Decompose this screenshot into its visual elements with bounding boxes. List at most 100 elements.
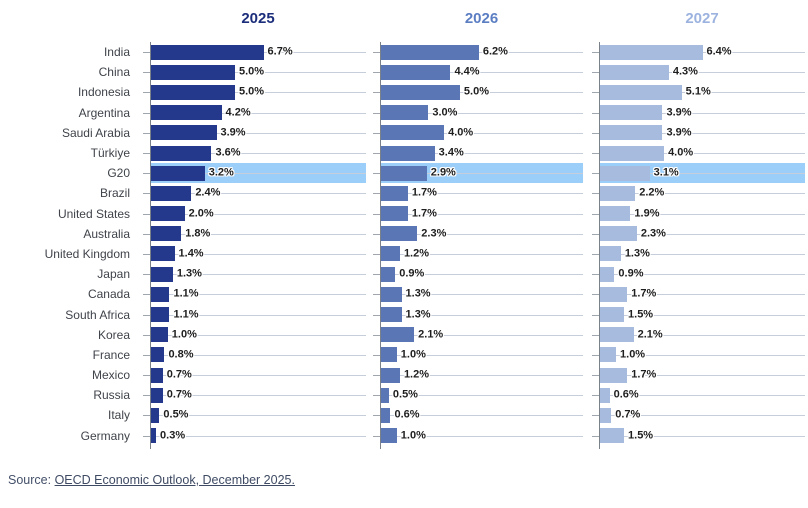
bar-row-india: 6.4%	[592, 42, 805, 62]
bar-2025-g20	[151, 165, 205, 181]
country-label-g20: G20	[107, 166, 130, 181]
bar-row-g20: 2.9%	[373, 163, 583, 184]
gridline	[381, 92, 583, 94]
country-label-mexico: Mexico	[91, 368, 130, 383]
bar-2025-argentina	[151, 105, 222, 121]
axis-tick	[592, 173, 599, 175]
source-link[interactable]: OECD Economic Outlook, December 2025.	[54, 473, 295, 487]
bar-row-brazil: 2.4%	[143, 183, 366, 203]
gridline	[381, 233, 583, 235]
bar-2027-g20	[600, 165, 650, 181]
bar-row-united-states: 1.9%	[592, 204, 805, 224]
axis-tick	[143, 213, 150, 215]
bar-value-label: 1.0%	[400, 348, 426, 361]
bar-row-germany: 0.3%	[143, 426, 366, 446]
axis-tick	[592, 354, 599, 356]
axis-tick	[373, 132, 380, 134]
bar-row-united-kingdom: 1.2%	[373, 244, 583, 264]
gridline	[600, 253, 805, 255]
gridline	[151, 253, 366, 255]
gridline	[381, 193, 583, 195]
axis-tick	[592, 435, 599, 437]
bar-value-label: 1.1%	[173, 308, 199, 321]
bar-value-label: 1.2%	[403, 368, 430, 381]
bar-2027-brazil	[600, 185, 636, 201]
axis-tick	[592, 72, 599, 74]
bar-value-label: 2.3%	[421, 227, 447, 240]
bar-2027-japan	[600, 266, 615, 282]
country-label-türkiye: Türkiye	[90, 146, 130, 161]
bar-value-label: 4.4%	[454, 65, 480, 78]
bar-2025-türkiye	[151, 145, 212, 161]
bar-value-label: 6.4%	[706, 45, 732, 58]
plot-area-2025: 6.7% 5.0% 5.0% 4.2% 3.9% 3.6% 3.2% 2.4% 2.0% 1.8%…	[143, 42, 366, 449]
bar-2027-united-kingdom	[600, 246, 621, 262]
axis-tick	[592, 334, 599, 336]
bar-value-label: 0.6%	[613, 388, 639, 401]
bar-row-korea: 1.0%	[143, 325, 366, 345]
bar-value-label: 0.9%	[618, 267, 644, 280]
bar-2027-mexico	[600, 367, 628, 383]
bar-value-label: 4.0%	[448, 126, 474, 139]
bar-2027-china	[600, 64, 669, 80]
bar-value-label: 1.7%	[411, 186, 437, 199]
bar-2027-türkiye	[600, 145, 665, 161]
bar-value-label: 0.5%	[392, 388, 418, 401]
series-column-2026: 2026 6.2% 4.4% 5.0% 3.0% 4.0% 3.4% 2.9% 1.7% 1.7%…	[373, 0, 583, 449]
bar-row-france: 1.0%	[373, 345, 583, 365]
gridline	[381, 354, 583, 356]
axis-tick	[143, 334, 150, 336]
gridline	[600, 173, 805, 175]
bar-2025-italy	[151, 407, 160, 423]
gridline	[381, 314, 583, 316]
gridline	[151, 435, 366, 437]
series-column-2025: 2025 6.7% 5.0% 5.0% 4.2% 3.9% 3.6% 3.2% 2.4% 2.0%…	[143, 0, 366, 449]
bar-value-label: 1.3%	[624, 247, 650, 260]
bar-2026-germany	[381, 428, 397, 444]
bar-2025-russia	[151, 387, 163, 403]
bar-2025-australia	[151, 226, 182, 242]
bar-2026-indonesia	[381, 84, 460, 100]
bar-row-mexico: 1.2%	[373, 365, 583, 385]
bar-value-label: 5.0%	[238, 85, 265, 98]
gridline	[600, 233, 805, 235]
axis-tick	[373, 253, 380, 255]
country-labels-column: India China Indonesia Argentina Saudi Arabia…	[0, 0, 140, 446]
gridline	[600, 294, 805, 296]
axis-tick	[373, 395, 380, 397]
bar-value-label: 1.7%	[631, 287, 657, 300]
gridline	[151, 112, 366, 114]
gridline	[600, 213, 805, 215]
bar-value-label: 5.0%	[238, 65, 265, 78]
bar-value-label: 0.7%	[166, 368, 192, 381]
bar-row-korea: 2.1%	[592, 325, 805, 345]
bar-row-argentina: 4.2%	[143, 103, 366, 123]
bar-row-türkiye: 3.6%	[143, 143, 366, 163]
bar-row-australia: 2.3%	[373, 224, 583, 244]
bar-row-united-kingdom: 1.4%	[143, 244, 366, 264]
gridline	[600, 395, 805, 397]
gridline	[381, 72, 583, 74]
gridline	[600, 72, 805, 74]
bar-row-italy: 0.6%	[373, 405, 583, 425]
year-header-2026: 2026	[464, 10, 499, 27]
bar-2027-canada	[600, 286, 628, 302]
axis-tick	[373, 375, 380, 377]
axis-tick	[143, 132, 150, 134]
bar-row-mexico: 0.7%	[143, 365, 366, 385]
country-label-saudi-arabia: Saudi Arabia	[61, 125, 130, 140]
bar-value-label: 0.6%	[394, 408, 420, 421]
country-label-south-africa: South Africa	[65, 307, 130, 322]
bar-row-türkiye: 4.0%	[592, 143, 805, 163]
bar-row-south-africa: 1.3%	[373, 304, 583, 324]
country-label-indonesia: Indonesia	[77, 85, 130, 100]
bar-row-brazil: 2.2%	[592, 183, 805, 203]
bar-value-label: 2.1%	[418, 328, 444, 341]
bar-2025-indonesia	[151, 84, 235, 100]
gridline	[381, 415, 583, 417]
bar-row-france: 1.0%	[592, 345, 805, 365]
gridline	[381, 274, 583, 276]
gridline	[381, 173, 583, 175]
axis-tick	[373, 435, 380, 437]
gridline	[151, 274, 366, 276]
